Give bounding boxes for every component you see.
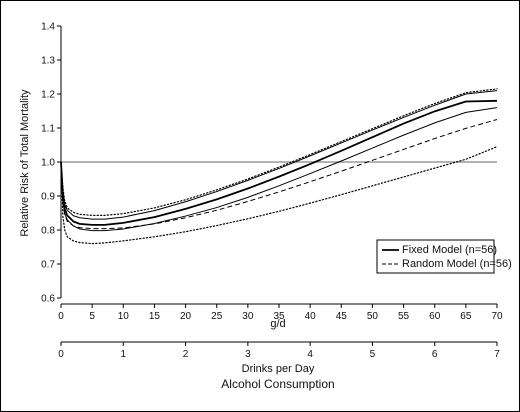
series-line-5 [60, 146, 498, 245]
x-tick-label-6: 30 [242, 311, 254, 322]
x-tick-label-11: 55 [398, 311, 410, 322]
x-tick-label-12: 60 [429, 311, 441, 322]
x-tick-label-9: 45 [336, 311, 348, 322]
x-tick-label-5: 25 [211, 311, 223, 322]
series-line-1 [60, 119, 498, 230]
axes-group: 0.60.70.80.91.01.11.21.31.40 5 10 15 20 25 30 3… [41, 22, 503, 361]
y-tick-label-3: 0.9 [41, 192, 55, 203]
x-tick-label-8: 40 [305, 311, 317, 322]
x2-axis-title: Drinks per Day [242, 363, 315, 375]
x-axis-title: g/d [270, 318, 285, 330]
x2-tick-label-3: 3 [245, 349, 251, 360]
y-tick-label-2: 0.8 [41, 226, 55, 237]
y-tick-label-0: 0.6 [41, 294, 55, 305]
x2-tick-label-2: 2 [183, 349, 189, 360]
series-line-0 [60, 99, 498, 226]
series-line-2 [60, 90, 498, 220]
x-tick-label-2: 10 [118, 311, 130, 322]
x-tick-label-14: 70 [491, 311, 503, 322]
x-tick-label-10: 50 [367, 311, 379, 322]
x-tick-label-13: 65 [460, 311, 472, 322]
y-axis-title: Relative Risk of Total Mortality [19, 89, 31, 237]
y-tick-label-8: 1.4 [41, 22, 55, 33]
x-tick-label-0: 0 [58, 311, 64, 322]
x2-tick-label-5: 5 [370, 349, 376, 360]
legend: Fixed Model (n=56) Random Model (n=56) [376, 239, 512, 274]
x2-tick-label-6: 6 [432, 349, 438, 360]
y-tick-label-7: 1.3 [41, 56, 55, 67]
y-tick-label-1: 0.7 [41, 260, 55, 271]
legend-box [376, 239, 495, 274]
x2-tick-label-0: 0 [58, 349, 64, 360]
legend-label-fixed: Fixed Model (n=56) [402, 244, 497, 256]
x-tick-label-3: 15 [149, 311, 161, 322]
x-tick-label-1: 5 [89, 311, 95, 322]
legend-label-random: Random Model (n=56) [402, 258, 512, 270]
x-tick-label-7: 35 [273, 311, 285, 322]
y-tick-label-5: 1.1 [41, 124, 55, 135]
y-tick-label-6: 1.2 [41, 90, 55, 101]
series-group [60, 88, 498, 245]
y-tick-label-4: 1.0 [41, 158, 55, 169]
x2-tick-label-4: 4 [307, 349, 313, 360]
x2-tick-label-1: 1 [121, 349, 127, 360]
series-line-4 [60, 88, 498, 216]
x-tick-label-4: 20 [180, 311, 192, 322]
x2-tick-label-7: 7 [494, 349, 500, 360]
footer-title: Alcohol Consumption [221, 377, 334, 391]
series-line-3 [60, 107, 498, 232]
